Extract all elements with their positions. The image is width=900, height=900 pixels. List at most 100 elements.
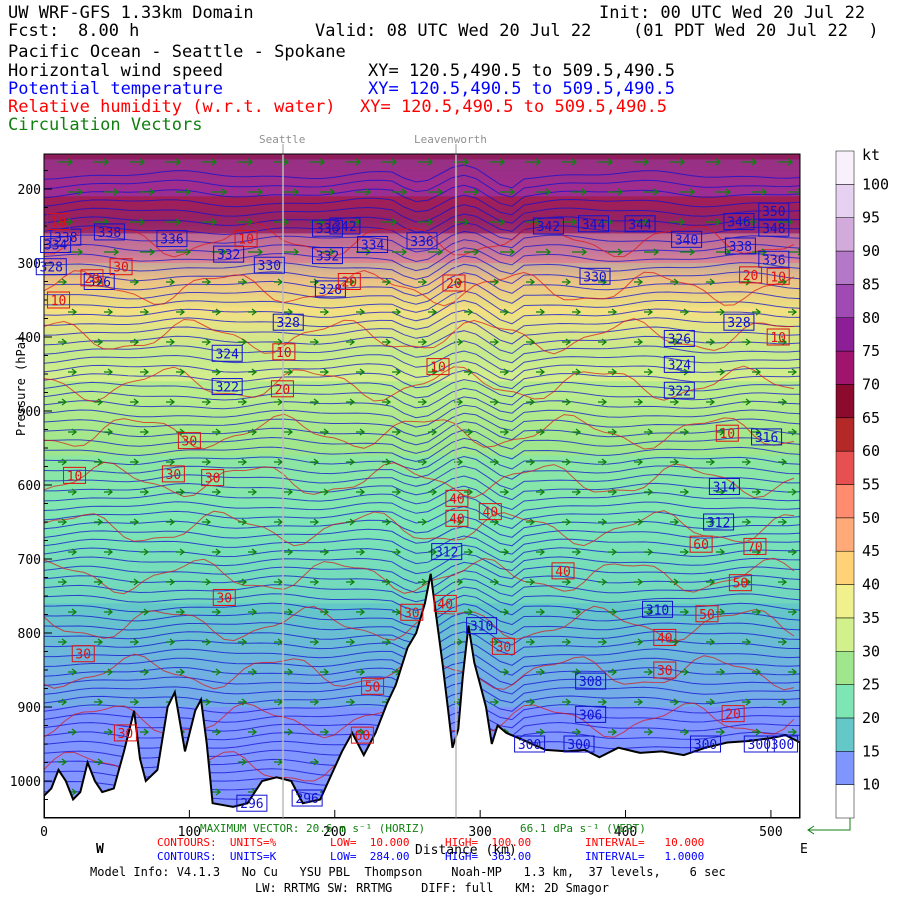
circulation-vector bbox=[392, 188, 408, 196]
theta-label: 346 bbox=[727, 216, 750, 231]
circulation-vector bbox=[382, 218, 398, 226]
theta-contour bbox=[44, 164, 800, 189]
circulation-vector bbox=[562, 458, 572, 466]
circulation-vector bbox=[716, 728, 726, 736]
field-wind-speed: Horizontal wind speed bbox=[8, 61, 223, 81]
circulation-vector bbox=[428, 308, 438, 316]
max-vector-vert: 66.1 dPa s⁻¹ (VERT) bbox=[520, 822, 646, 835]
circulation-vector bbox=[310, 698, 320, 706]
field-theta-xy: XY= 120.5,490.5 to 509.5,490.5 bbox=[368, 79, 676, 99]
circulation-vector bbox=[166, 398, 176, 406]
circulation-vector bbox=[320, 608, 330, 616]
circulation-vector bbox=[238, 458, 248, 466]
colorbar-tick-label: 10 bbox=[862, 776, 880, 794]
circulation-vector bbox=[788, 728, 798, 736]
rh-label: 30 bbox=[657, 664, 673, 679]
circulation-vector bbox=[490, 158, 506, 166]
circulation-vector bbox=[310, 758, 320, 766]
field-rh-xy: XY= 120.5,490.5 to 509.5,490.5 bbox=[360, 97, 668, 117]
circulation-vector bbox=[680, 488, 690, 496]
circulation-vector bbox=[238, 518, 248, 526]
circulation-vector bbox=[788, 488, 798, 496]
circulation-vector bbox=[562, 218, 578, 226]
circulation-vector bbox=[130, 698, 140, 706]
theta-label-box bbox=[663, 329, 695, 347]
circulation-vector bbox=[608, 668, 618, 676]
theta-label-box bbox=[253, 256, 285, 274]
theta-contour bbox=[44, 525, 800, 547]
rh-label: 20 bbox=[446, 277, 462, 292]
theta-contour-low: LOW= 284.00 bbox=[330, 850, 410, 863]
circulation-vector bbox=[238, 758, 248, 766]
theta-contour bbox=[44, 495, 800, 520]
circulation-vector bbox=[202, 698, 212, 706]
circulation-vector bbox=[742, 158, 758, 166]
rh-label-box bbox=[47, 291, 71, 309]
model-info: Model Info: V4.1.3 No Cu YSU PBL Thompso… bbox=[90, 865, 726, 879]
theta-label: 296 bbox=[240, 797, 263, 812]
circulation-vector bbox=[526, 698, 536, 706]
wind-band-6 bbox=[44, 455, 800, 604]
colorbar-swatch bbox=[835, 717, 855, 752]
rh-label-box bbox=[695, 605, 719, 623]
circulation-vector bbox=[176, 188, 192, 196]
circulation-vector bbox=[94, 158, 110, 166]
theta-label: 316 bbox=[755, 431, 778, 446]
theta-label: 350 bbox=[762, 205, 785, 220]
circulation-vector bbox=[274, 758, 284, 766]
circulation-vector bbox=[572, 248, 588, 256]
circulation-vector bbox=[104, 668, 114, 676]
rh-contour-low: LOW= 10.000 bbox=[330, 836, 410, 849]
circulation-vector bbox=[634, 278, 644, 286]
circulation-vector bbox=[500, 188, 516, 196]
rh-label: 30 bbox=[496, 640, 512, 655]
circulation-vector bbox=[58, 398, 68, 406]
theta-contour bbox=[44, 330, 800, 355]
rh-contour bbox=[44, 221, 795, 258]
circulation-vector bbox=[284, 368, 294, 376]
colorbar-arrow bbox=[807, 818, 851, 835]
circulation-vector bbox=[212, 488, 222, 496]
forecast-label: Fcst: bbox=[8, 21, 60, 41]
theta-label-box bbox=[213, 245, 245, 263]
circulation-vector bbox=[562, 278, 572, 286]
colorbar-swatch bbox=[835, 284, 855, 318]
circulation-vector bbox=[598, 698, 608, 706]
circulation-vector bbox=[428, 248, 444, 256]
circulation-vector bbox=[202, 278, 212, 286]
circulation-vector bbox=[490, 338, 500, 346]
theta-label-box bbox=[466, 617, 498, 635]
circulation-vector bbox=[356, 308, 366, 316]
rh-label-box bbox=[109, 258, 133, 276]
circulation-vector bbox=[310, 518, 320, 526]
valid-time: Valid: 08 UTC Wed 20 Jul 22 bbox=[315, 21, 592, 41]
theta-label-box bbox=[93, 223, 125, 241]
colorbar-tick-label: 60 bbox=[862, 442, 880, 460]
colorbar-swatch bbox=[835, 651, 855, 685]
circulation-vector bbox=[382, 518, 392, 526]
theta-contour bbox=[44, 379, 800, 399]
circulation-vector bbox=[526, 638, 536, 646]
theta-label-box bbox=[40, 236, 72, 253]
colorbar-tick-label: 25 bbox=[862, 676, 880, 694]
theta-label: 344 bbox=[628, 218, 652, 233]
circulation-vector bbox=[418, 578, 428, 586]
theta-label-box bbox=[767, 735, 799, 753]
circulation-vector bbox=[202, 578, 212, 586]
theta-label-box bbox=[743, 735, 775, 753]
circulation-vector bbox=[634, 218, 650, 226]
circulation-vector bbox=[634, 698, 644, 706]
circulation-vector bbox=[778, 698, 788, 706]
circulation-vector bbox=[644, 308, 654, 316]
rh-label: 40 bbox=[449, 492, 465, 507]
circulation-vector bbox=[310, 158, 326, 166]
theta-label-box bbox=[642, 600, 674, 618]
circulation-vector bbox=[598, 458, 608, 466]
circulation-vector bbox=[778, 458, 788, 466]
colorbar-swatch bbox=[835, 484, 855, 519]
circulation-vector bbox=[752, 608, 762, 616]
rh-label-box bbox=[743, 537, 767, 555]
circulation-vector bbox=[608, 608, 618, 616]
rh-label-box bbox=[350, 726, 374, 744]
circulation-vector bbox=[212, 668, 222, 676]
